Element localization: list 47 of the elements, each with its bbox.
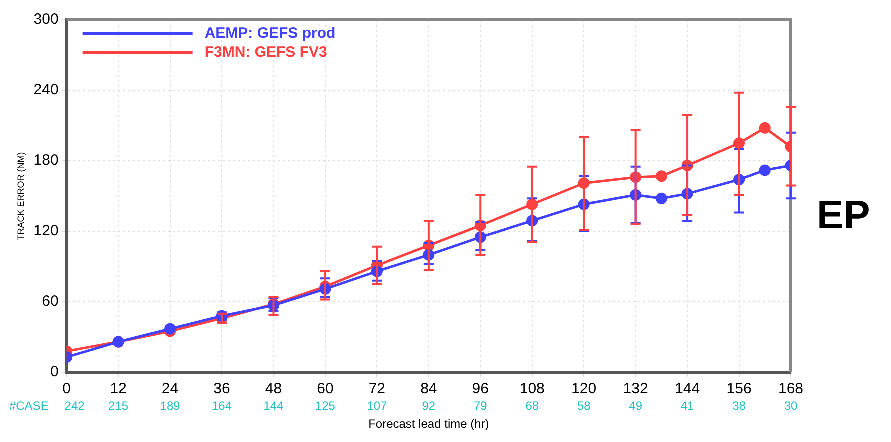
point	[164, 323, 176, 335]
y-tick-label: 60	[42, 293, 59, 310]
y-tick-label: 120	[34, 222, 59, 240]
x-tick-label: 48	[265, 380, 282, 398]
x-tick-label: 96	[472, 380, 489, 398]
x-tick-label: 84	[420, 380, 438, 398]
text: 38	[732, 398, 746, 413]
text: 30	[784, 398, 798, 413]
x-tick-label: 36	[214, 380, 230, 398]
text: F3MN: GEFS FV3	[204, 44, 328, 62]
text: 68	[526, 398, 540, 413]
x-tick-label: 60	[317, 380, 334, 398]
text: #CASE	[9, 398, 49, 413]
text: 242	[64, 398, 86, 413]
text: 92	[422, 398, 436, 413]
point	[759, 164, 771, 176]
text: 164	[212, 398, 232, 413]
x-tick-label: 120	[572, 380, 597, 398]
y-tick-label: 300	[34, 11, 59, 28]
x-axis-title: Forecast lead time (hr)	[368, 417, 490, 432]
x-tick-label: 132	[623, 380, 648, 398]
text: 79	[474, 398, 488, 413]
point	[759, 122, 771, 134]
x-tick-label: 12	[110, 380, 127, 398]
y-tick-label: 0	[50, 364, 59, 381]
x-tick-label: 0	[62, 380, 71, 398]
text: 58	[577, 398, 592, 413]
x-tick-label: 168	[778, 380, 804, 398]
x-tick-label: 156	[726, 380, 752, 398]
point	[656, 170, 668, 182]
text: 41	[680, 398, 695, 413]
point	[656, 192, 668, 204]
y-tick-label: 180	[34, 152, 59, 170]
text: 144	[264, 398, 284, 413]
y-tick-label: 240	[34, 82, 59, 99]
text: 215	[108, 398, 129, 413]
x-tick-label: 72	[368, 380, 386, 398]
text: 125	[315, 398, 336, 413]
text: 49	[629, 398, 643, 413]
y-axis-title: TRACK ERROR (NM)	[16, 152, 26, 240]
text: AEMP: GEFS prod	[204, 25, 336, 42]
x-tick-label: 144	[675, 380, 700, 398]
x-tick-label: 108	[520, 380, 545, 398]
text: 107	[367, 398, 388, 413]
text: EP	[817, 193, 870, 238]
text: 189	[160, 398, 181, 413]
x-tick-label: 24	[162, 380, 179, 398]
